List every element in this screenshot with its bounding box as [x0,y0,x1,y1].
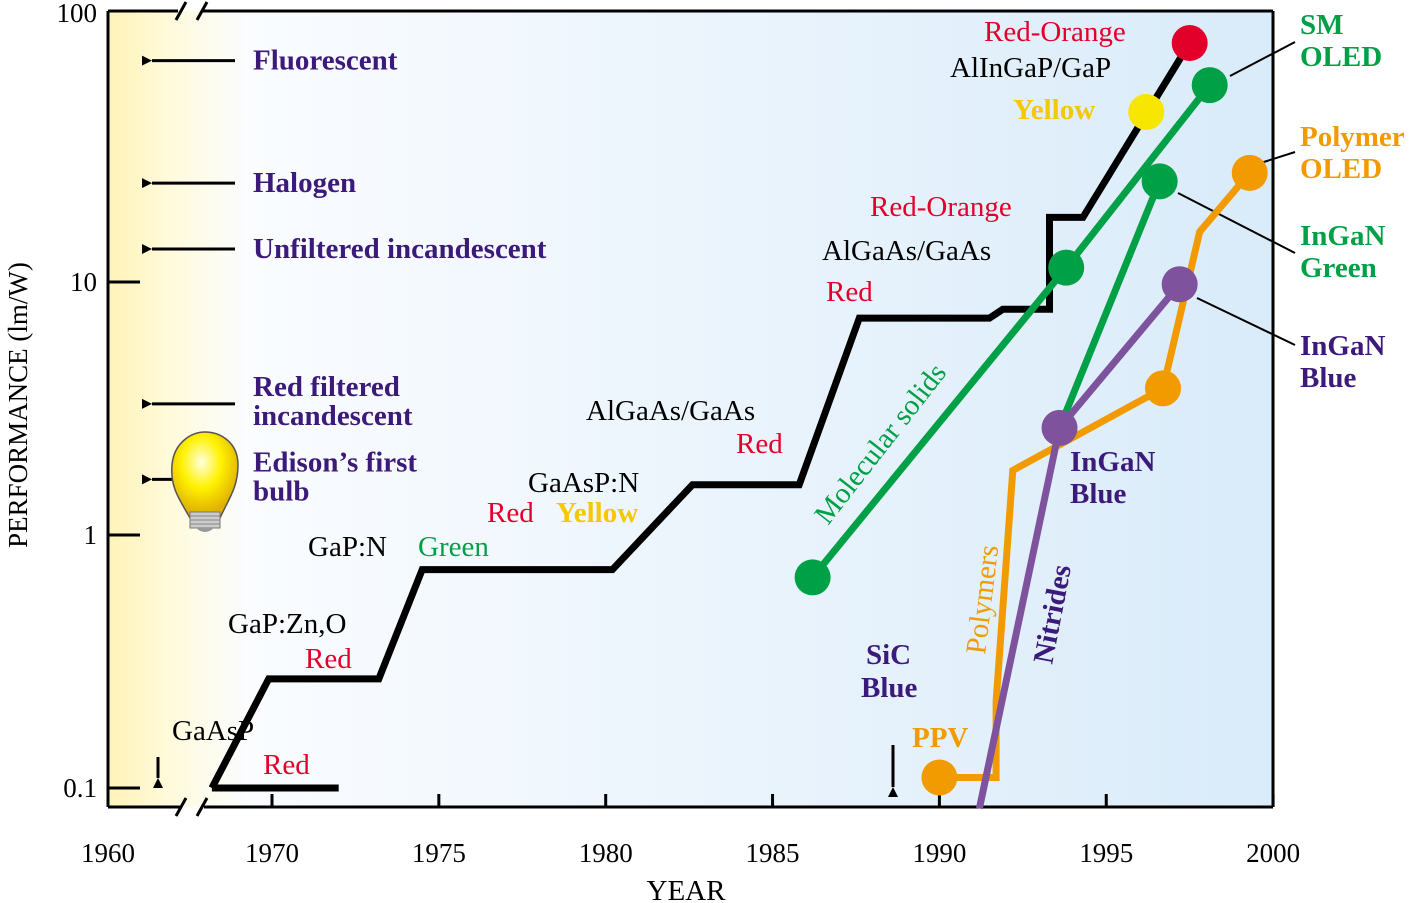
y-tick-label: 100 [57,0,98,28]
label-algaas2-red: Red [826,276,873,308]
leader-lines [1177,41,1296,346]
marker-group [794,25,1268,796]
label-alingap-redorange: Red-Orange [984,16,1126,48]
label-ingan-green-2: Green [1300,252,1377,284]
x-tick-label: 1990 [912,838,966,868]
label-algaas1: AlGaAs/GaAs [586,395,755,427]
label-sic-2: Blue [861,672,918,704]
data-point-nitrides [1161,266,1198,303]
label-algaas2-redorange: Red-Orange [870,191,1012,223]
label-algaas1-red: Red [736,428,783,460]
data-point-nitrides [1041,409,1078,446]
data-point-commercial-leds [1128,93,1165,130]
data-point-ingan-green [1141,163,1178,200]
x-tick-label: 1980 [579,838,633,868]
data-point-molecular-solids [794,559,831,596]
y-tick-label: 1 [84,520,98,550]
series-line-polymers [939,170,1253,781]
label-sm-oled-2: OLED [1300,41,1382,73]
data-point-commercial-leds [1171,25,1208,62]
label-gaaspn-red: Red [487,497,534,529]
label-gapzno-red: Red [305,643,352,675]
x-tick-label: 1995 [1079,838,1133,868]
label-sm-oled-1: SM [1300,9,1344,41]
y-tick-label: 0.1 [63,773,97,803]
label-ingan-green-1: InGaN [1300,220,1385,252]
label-ingan-blue-r1: InGaN [1300,330,1385,362]
label-alingap-yellow: Yellow [1013,94,1095,126]
label-ppv: PPV [912,722,968,754]
label-gapn-green: Green [418,531,489,563]
label-ingan-blue-2: Blue [1070,478,1127,510]
tick-group: 1960 1970 1975 1980 1985 1990 1995 2000 0.1 1 10 10… [57,0,1301,868]
series-line-ingan-green [1056,179,1163,430]
label-ingan-blue-1: InGaN [1070,446,1155,478]
x-tick-label: 1975 [412,838,466,868]
label-polymer-oled-1: Polymer [1300,121,1405,153]
label-alingap: AlInGaP/GaP [950,52,1111,84]
label-gaaspn: GaAsP:N [528,467,639,499]
reference-lamp-label: bulb [253,475,309,507]
series-line-commercial-leds [208,41,1193,790]
label-gapn: GaP:N [308,531,387,563]
label-ingan-blue-r2: Blue [1300,362,1357,394]
label-algaas2: AlGaAs/GaAs [822,235,991,267]
label-gaaspn-yellow: Yellow [556,497,638,529]
label-sic-1: SiC [866,639,911,671]
reference-lamp-label: Edison’s first [253,446,417,478]
arrows [153,745,898,797]
reference-lamp-label: Halogen [253,167,356,199]
label-gaasp: GaAsP [172,715,254,747]
reference-lamp-label: Red filtered [253,371,400,403]
axes [106,1,1275,817]
data-point-polymers [1231,154,1268,191]
x-tick-label: 1985 [746,838,800,868]
x-tick-label: 2000 [1246,838,1300,868]
y-axis-label: PERFORMANCE (lm/W) [3,262,33,548]
reference-lamp-label: Fluorescent [253,45,398,77]
reference-lamp-label: incandescent [253,400,413,432]
data-point-molecular-solids [1191,67,1228,104]
data-point-molecular-solids [1048,249,1085,286]
data-point-polymers [1144,370,1181,407]
label-gapzno: GaP:Zn,O [228,608,346,640]
label-gaasp-red: Red [263,749,310,781]
label-polymer-oled-2: OLED [1300,153,1382,185]
y-tick-label: 10 [70,267,97,297]
x-axis-label: YEAR [647,875,727,903]
lightbulb-icon [171,431,239,532]
reference-lamp-label: Unfiltered incandescent [253,233,547,265]
data-point-polymers [921,759,958,796]
x-tick-label: 1960 [81,838,135,868]
x-tick-label: 1970 [245,838,299,868]
